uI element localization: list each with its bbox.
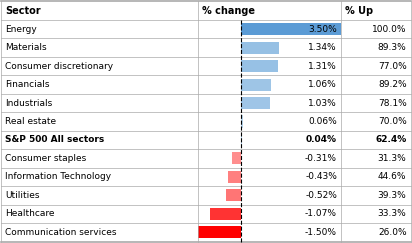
Bar [229, 171, 241, 183]
Text: Communication services: Communication services [5, 228, 117, 237]
Bar [198, 226, 241, 238]
Text: Consumer staples: Consumer staples [5, 154, 87, 163]
Text: Information Technology: Information Technology [5, 173, 112, 182]
Text: % Up: % Up [345, 6, 373, 16]
Text: Consumer discretionary: Consumer discretionary [5, 61, 114, 70]
Text: -0.43%: -0.43% [305, 173, 337, 182]
Text: S&P 500 All sectors: S&P 500 All sectors [5, 136, 105, 145]
Bar [241, 78, 271, 91]
Text: 100.0%: 100.0% [372, 25, 407, 34]
Text: 3.50%: 3.50% [308, 25, 337, 34]
Text: Materials: Materials [5, 43, 47, 52]
Bar [241, 60, 279, 72]
Bar [241, 134, 242, 146]
Bar [241, 23, 341, 35]
Text: 89.3%: 89.3% [378, 43, 407, 52]
Bar [241, 97, 270, 109]
Bar [241, 42, 279, 54]
Bar [241, 115, 243, 128]
Text: 31.3%: 31.3% [378, 154, 407, 163]
Text: -1.50%: -1.50% [305, 228, 337, 237]
Text: % change: % change [202, 6, 255, 16]
Text: 0.06%: 0.06% [308, 117, 337, 126]
Text: 39.3%: 39.3% [378, 191, 407, 200]
Text: 26.0%: 26.0% [378, 228, 407, 237]
Text: 78.1%: 78.1% [378, 98, 407, 107]
Text: 1.34%: 1.34% [308, 43, 337, 52]
Text: 1.03%: 1.03% [308, 98, 337, 107]
Text: Financials: Financials [5, 80, 50, 89]
Text: 89.2%: 89.2% [378, 80, 407, 89]
Bar [210, 208, 241, 220]
Text: Industrials: Industrials [5, 98, 53, 107]
Text: -0.52%: -0.52% [305, 191, 337, 200]
Text: -1.07%: -1.07% [305, 209, 337, 218]
Text: Healthcare: Healthcare [5, 209, 55, 218]
Text: 1.06%: 1.06% [308, 80, 337, 89]
Text: 62.4%: 62.4% [375, 136, 407, 145]
Text: Sector: Sector [5, 6, 41, 16]
Text: 0.04%: 0.04% [306, 136, 337, 145]
Text: Utilities: Utilities [5, 191, 40, 200]
Text: 1.31%: 1.31% [308, 61, 337, 70]
Text: 44.6%: 44.6% [378, 173, 407, 182]
Text: -0.31%: -0.31% [305, 154, 337, 163]
Text: 77.0%: 77.0% [378, 61, 407, 70]
Text: Energy: Energy [5, 25, 37, 34]
Bar [232, 152, 241, 165]
Text: Real estate: Real estate [5, 117, 56, 126]
Text: 70.0%: 70.0% [378, 117, 407, 126]
Bar [226, 189, 241, 201]
Text: 33.3%: 33.3% [378, 209, 407, 218]
